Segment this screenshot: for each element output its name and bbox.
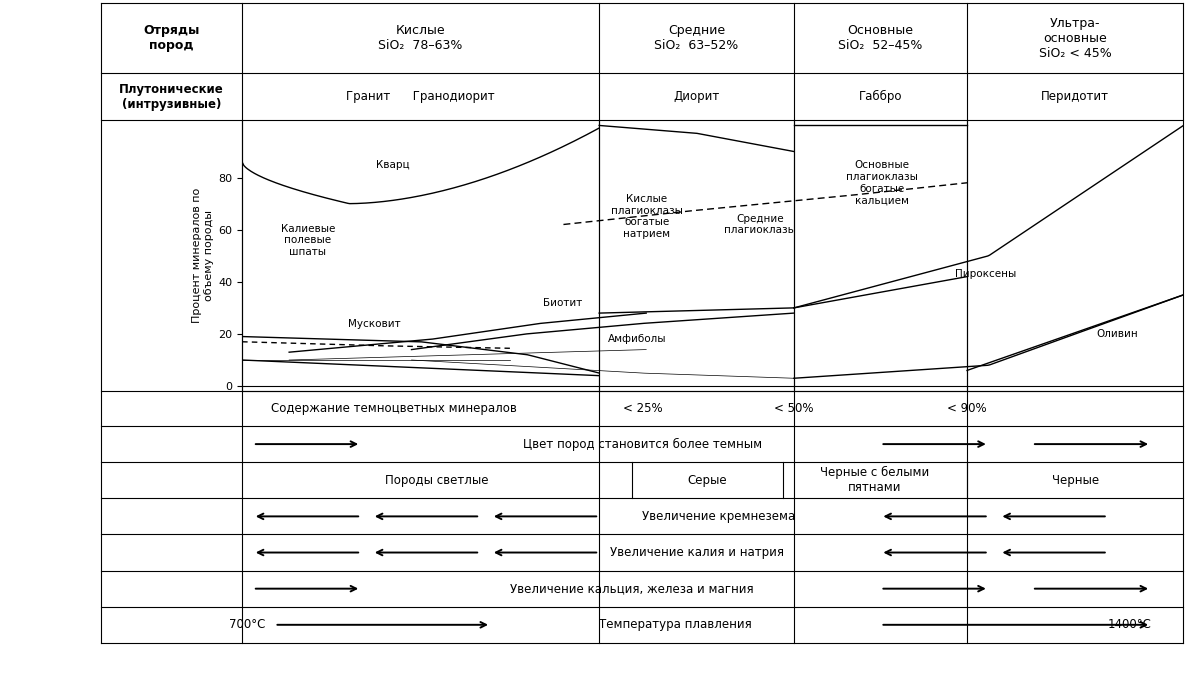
Text: Серые: Серые — [687, 474, 728, 486]
Text: Габбро: Габбро — [859, 90, 902, 103]
Text: Основные
плагиоклазы
богатые
кальцием: Основные плагиоклазы богатые кальцием — [846, 161, 919, 205]
Text: Кислые
SiO₂  78–63%: Кислые SiO₂ 78–63% — [378, 24, 463, 52]
Text: 1400°C: 1400°C — [1107, 619, 1151, 631]
Text: Диорит: Диорит — [673, 90, 719, 103]
Text: Средние
SiO₂  63–52%: Средние SiO₂ 63–52% — [655, 24, 738, 52]
Text: Увеличение кремнезема: Увеличение кремнезема — [642, 510, 795, 523]
Text: Оливин: Оливин — [1096, 329, 1138, 339]
Text: Кварц: Кварц — [376, 160, 409, 170]
Text: Содержание темноцветных минералов: Содержание темноцветных минералов — [271, 402, 517, 415]
Text: < 50%: < 50% — [774, 402, 814, 415]
Text: Средние
плагиоклазы: Средние плагиоклазы — [724, 213, 796, 236]
Text: Пироксены: Пироксены — [956, 269, 1016, 279]
Text: Отряды
пород: Отряды пород — [143, 24, 200, 52]
Text: Ультра-
основные
SiO₂ < 45%: Ультра- основные SiO₂ < 45% — [1039, 17, 1112, 60]
Text: Основные
SiO₂  52–45%: Основные SiO₂ 52–45% — [839, 24, 922, 52]
Text: 700°C: 700°C — [229, 619, 266, 631]
Text: Увеличение кальция, железа и магния: Увеличение кальция, железа и магния — [509, 582, 754, 595]
Text: Цвет пород становится более темным: Цвет пород становится более темным — [523, 438, 762, 450]
Text: Черные с белыми
пятнами: Черные с белыми пятнами — [821, 466, 929, 494]
Text: Амфиболы: Амфиболы — [608, 334, 667, 344]
Text: Увеличение калия и натрия: Увеличение калия и натрия — [610, 546, 784, 559]
Text: Черные: Черные — [1052, 474, 1099, 486]
Text: Плутонические
(интрузивные): Плутонические (интрузивные) — [119, 83, 224, 111]
Text: Кислые
плагиоклазы
богатые
натрием: Кислые плагиоклазы богатые натрием — [611, 195, 682, 239]
Y-axis label: Процент минералов по
объему породы: Процент минералов по объему породы — [192, 188, 214, 323]
Text: Калиевые
полевые
шпаты: Калиевые полевые шпаты — [280, 224, 335, 256]
Text: Мусковит: Мусковит — [347, 318, 400, 329]
Text: Температура плавления: Температура плавления — [599, 619, 752, 631]
Text: < 90%: < 90% — [947, 402, 987, 415]
Text: Биотит: Биотит — [543, 297, 582, 308]
Text: Породы светлые: Породы светлые — [385, 474, 489, 486]
Text: Гранит      Гранодиорит: Гранит Гранодиорит — [346, 90, 495, 103]
Text: Перидотит: Перидотит — [1041, 90, 1109, 103]
Text: < 25%: < 25% — [623, 402, 662, 415]
